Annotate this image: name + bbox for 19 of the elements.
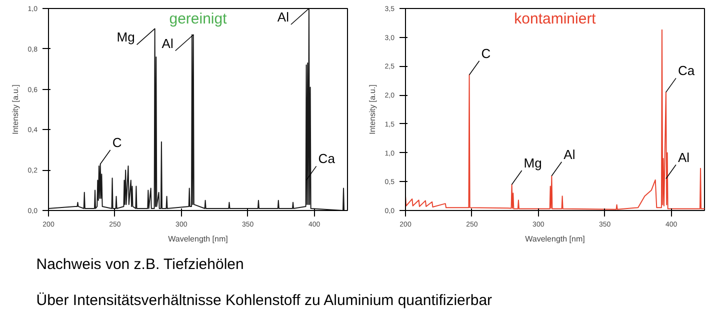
- annotation: Mg: [116, 30, 135, 45]
- annotation: Al: [162, 36, 174, 51]
- annotation: Al: [678, 150, 690, 165]
- y-axis-title: Intensity [a.u.]: [368, 84, 377, 134]
- annotation: Al: [277, 10, 290, 24]
- line-series: [406, 29, 704, 210]
- y-axis-title: Intensity [a.u.]: [10, 84, 20, 134]
- text: Über Intensitätsverhältnisse Kohlenstoff zu Aluminium quantifizierbar: [36, 292, 492, 309]
- annotation: Al: [564, 146, 576, 162]
- x-axis-title: Wavelength [nm]: [168, 234, 228, 244]
- annotation: Mg: [524, 156, 542, 171]
- annotation: C: [112, 135, 122, 150]
- annotation: Ca: [678, 63, 696, 78]
- annotation: Ca: [318, 151, 336, 166]
- chart-title: gereinigt: [169, 10, 228, 28]
- text: Nachweis von z.B. Tiefziehölen: [36, 256, 244, 273]
- chart-title: kontaminiert: [514, 10, 597, 28]
- x-axis-title: Wavelength [nm]: [525, 234, 585, 244]
- annotation: C: [481, 46, 491, 61]
